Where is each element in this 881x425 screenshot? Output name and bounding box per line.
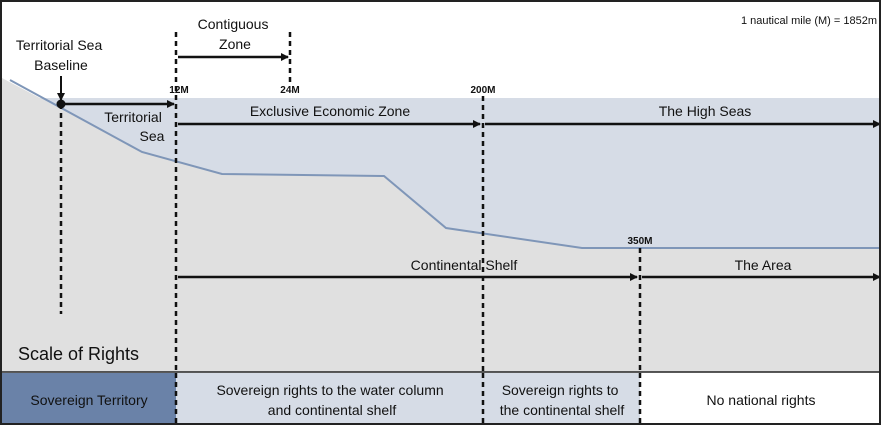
- tick-12m: 12M: [169, 85, 188, 96]
- baseline-label: Territorial Sea Baseline: [16, 37, 106, 73]
- continental-shelf-label: Continental Shelf: [411, 257, 518, 273]
- rights-water-column-line1: Sovereign rights to the water column: [216, 382, 443, 398]
- rights-water-column-line2: and continental shelf: [268, 402, 397, 418]
- rights-cell-shelf: [483, 373, 640, 423]
- baseline-label-line1: Territorial Sea: [16, 37, 103, 53]
- baseline-label-line2: Baseline: [34, 57, 88, 73]
- territorial-sea-label-line2: Sea: [140, 128, 165, 144]
- contiguous-zone-label: Contiguous Zone: [198, 16, 273, 52]
- rights-shelf-text: Sovereign rights to the continental shel…: [500, 382, 625, 418]
- eez-label: Exclusive Economic Zone: [250, 103, 411, 119]
- territorial-sea-label-line1: Territorial: [104, 109, 162, 125]
- high-seas-label: The High Seas: [659, 103, 752, 119]
- tick-24m: 24M: [280, 85, 299, 96]
- rights-cell-none: [640, 373, 879, 423]
- scale-of-rights-title: Scale of Rights: [18, 344, 139, 364]
- rights-cell-sovereign: [2, 373, 176, 423]
- rights-water-column-text: Sovereign rights to the water column and…: [216, 382, 447, 418]
- contiguous-zone-label-line2: Zone: [219, 36, 251, 52]
- nautical-mile-note: 1 nautical mile (M) = 1852m: [741, 15, 877, 27]
- seabed-land: [2, 78, 879, 372]
- tick-350m: 350M: [627, 236, 652, 247]
- rights-shelf-line1: Sovereign rights to: [502, 382, 619, 398]
- rights-shelf-line2: the continental shelf: [500, 402, 625, 418]
- tick-200m: 200M: [470, 85, 495, 96]
- rights-cell-water-column: [176, 373, 483, 423]
- rights-none-text: No national rights: [707, 392, 816, 408]
- the-area-label: The Area: [735, 257, 792, 273]
- rights-sovereign-text: Sovereign Territory: [30, 392, 147, 408]
- seabed-profile-line: [9, 79, 879, 249]
- contiguous-zone-label-line1: Contiguous: [198, 16, 269, 32]
- territorial-sea-label: Territorial Sea: [104, 109, 165, 144]
- baseline-point: [56, 99, 66, 109]
